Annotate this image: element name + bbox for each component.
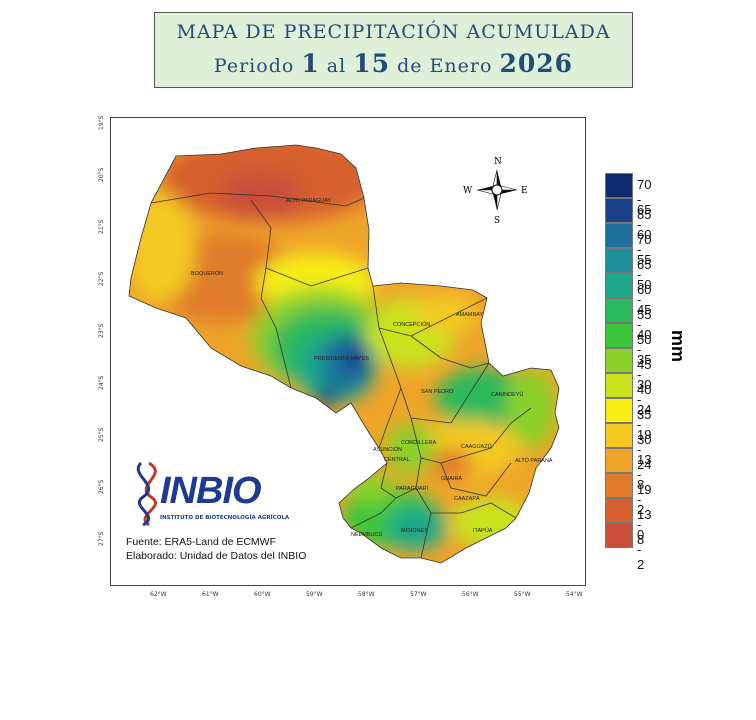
lat-tick: 27°S xyxy=(98,531,105,546)
legend-label: 19 - 24 xyxy=(637,427,652,472)
lat-tick: 23°S xyxy=(98,323,105,338)
legend-swatch xyxy=(605,498,633,523)
legend-label: 13 - 19 xyxy=(637,452,652,497)
svg-text:PARAGUARÍ: PARAGUARÍ xyxy=(396,485,428,492)
legend-label: 8 - 13 xyxy=(637,477,652,522)
svg-text:ITAPÚA: ITAPÚA xyxy=(473,527,493,534)
svg-text:CENTRAL: CENTRAL xyxy=(384,457,410,463)
legend-label: 60 - 65 xyxy=(637,227,652,272)
lon-tick: 60°W xyxy=(254,591,271,598)
legend-swatch xyxy=(605,273,633,298)
svg-text:ALTO PARAGUAY: ALTO PARAGUAY xyxy=(286,198,331,204)
svg-text:CANINDEYÚ: CANINDEYÚ xyxy=(491,391,523,398)
lat-tick: 26°S xyxy=(98,479,105,494)
compass-rose-icon: N S E W xyxy=(463,157,528,226)
legend-label: 70 - 85 xyxy=(637,177,652,222)
lon-tick: 57°W xyxy=(410,591,427,598)
source-line: Fuente: ERA5-Land de ECMWF xyxy=(126,536,276,548)
svg-text:MISIONES: MISIONES xyxy=(401,528,428,534)
svg-text:CONCEPCIÓN: CONCEPCIÓN xyxy=(393,321,430,328)
legend-label: 45 - 50 xyxy=(637,302,652,347)
legend-swatch xyxy=(605,523,633,548)
map-period: Periodo 1 al 15 de Enero 2026 xyxy=(213,49,574,78)
legend-label: 55 - 60 xyxy=(637,252,652,297)
legend-swatch xyxy=(605,348,633,373)
map-frame: ALTO PARAGUAY BOQUERÓN PRESIDENTE HAYES … xyxy=(110,117,586,586)
paraguay-precipitation-map: ALTO PARAGUAY BOQUERÓN PRESIDENTE HAYES … xyxy=(128,144,560,564)
lon-tick: 56°W xyxy=(462,591,479,598)
svg-text:PRESIDENTE HAYES: PRESIDENTE HAYES xyxy=(314,356,369,362)
svg-text:CAAGUAZÚ: CAAGUAZÚ xyxy=(461,443,492,450)
lon-tick: 55°W xyxy=(514,591,531,598)
lat-tick: 24°S xyxy=(98,375,105,390)
svg-text:E: E xyxy=(521,186,528,196)
legend-swatch xyxy=(605,373,633,398)
lon-tick: 54°W xyxy=(566,591,583,598)
lat-tick: 21°S xyxy=(98,219,105,234)
department-borders xyxy=(128,144,560,564)
inbio-helix-icon xyxy=(136,461,157,527)
svg-text:W: W xyxy=(463,186,473,196)
legend-label: 35 - 40 xyxy=(637,352,652,397)
lon-tick: 61°W xyxy=(202,591,219,598)
legend-swatch xyxy=(605,398,633,423)
legend-label: 65 - 70 xyxy=(637,202,652,247)
legend-label: 24 - 30 xyxy=(637,402,652,447)
lat-tick: 20°S xyxy=(98,167,105,182)
svg-text:ALTO PARANÁ: ALTO PARANÁ xyxy=(515,457,553,464)
svg-text:NEEMBUCÚ: NEEMBUCÚ xyxy=(351,531,383,538)
legend-label: 2 - 8 xyxy=(637,502,645,547)
credit-line: Elaborado: Unidad de Datos del INBIO xyxy=(126,550,307,562)
legend-unit: mm xyxy=(668,330,688,363)
svg-text:AMAMBAY: AMAMBAY xyxy=(456,312,483,318)
department-labels: ALTO PARAGUAY BOQUERÓN PRESIDENTE HAYES … xyxy=(191,198,553,538)
map-title: MAPA DE PRECIPITACIÓN ACUMULADA xyxy=(176,21,611,43)
svg-text:GUAIRÁ: GUAIRÁ xyxy=(441,475,462,482)
legend-swatch xyxy=(605,473,633,498)
inbio-logo: INBIO xyxy=(160,470,262,512)
inbio-logo-subtitle: INSTITUTO DE BIOTECNOLOGÍA AGRÍCOLA xyxy=(160,515,290,521)
lat-tick: 22°S xyxy=(98,271,105,286)
legend-label: 50 - 55 xyxy=(637,277,652,322)
svg-text:BOQUERÓN: BOQUERÓN xyxy=(191,270,223,277)
legend-label: 0 - 2 xyxy=(637,527,645,572)
legend-label: 30 - 35 xyxy=(637,377,652,422)
legend-swatch xyxy=(605,248,633,273)
legend-swatch xyxy=(605,173,633,198)
svg-text:S: S xyxy=(494,216,500,226)
legend-swatch xyxy=(605,298,633,323)
legend-swatch xyxy=(605,223,633,248)
lon-tick: 62°W xyxy=(150,591,167,598)
legend-swatch xyxy=(605,448,633,473)
legend-swatch xyxy=(605,198,633,223)
lon-tick: 59°W xyxy=(306,591,323,598)
svg-text:ASUNCIÓN: ASUNCIÓN xyxy=(373,446,402,453)
svg-text:SAN PEDRO: SAN PEDRO xyxy=(421,389,454,395)
legend-label: 40 - 45 xyxy=(637,327,652,372)
lon-tick: 58°W xyxy=(358,591,375,598)
legend-swatch xyxy=(605,423,633,448)
lat-tick: 19°S xyxy=(98,115,105,130)
legend-swatch xyxy=(605,323,633,348)
svg-text:CAAZAPÁ: CAAZAPÁ xyxy=(454,495,480,502)
lat-tick: 25°S xyxy=(98,427,105,442)
svg-text:N: N xyxy=(494,157,502,167)
map-title-box: MAPA DE PRECIPITACIÓN ACUMULADA Periodo … xyxy=(154,12,633,88)
svg-text:CORDILLERA: CORDILLERA xyxy=(401,440,436,446)
